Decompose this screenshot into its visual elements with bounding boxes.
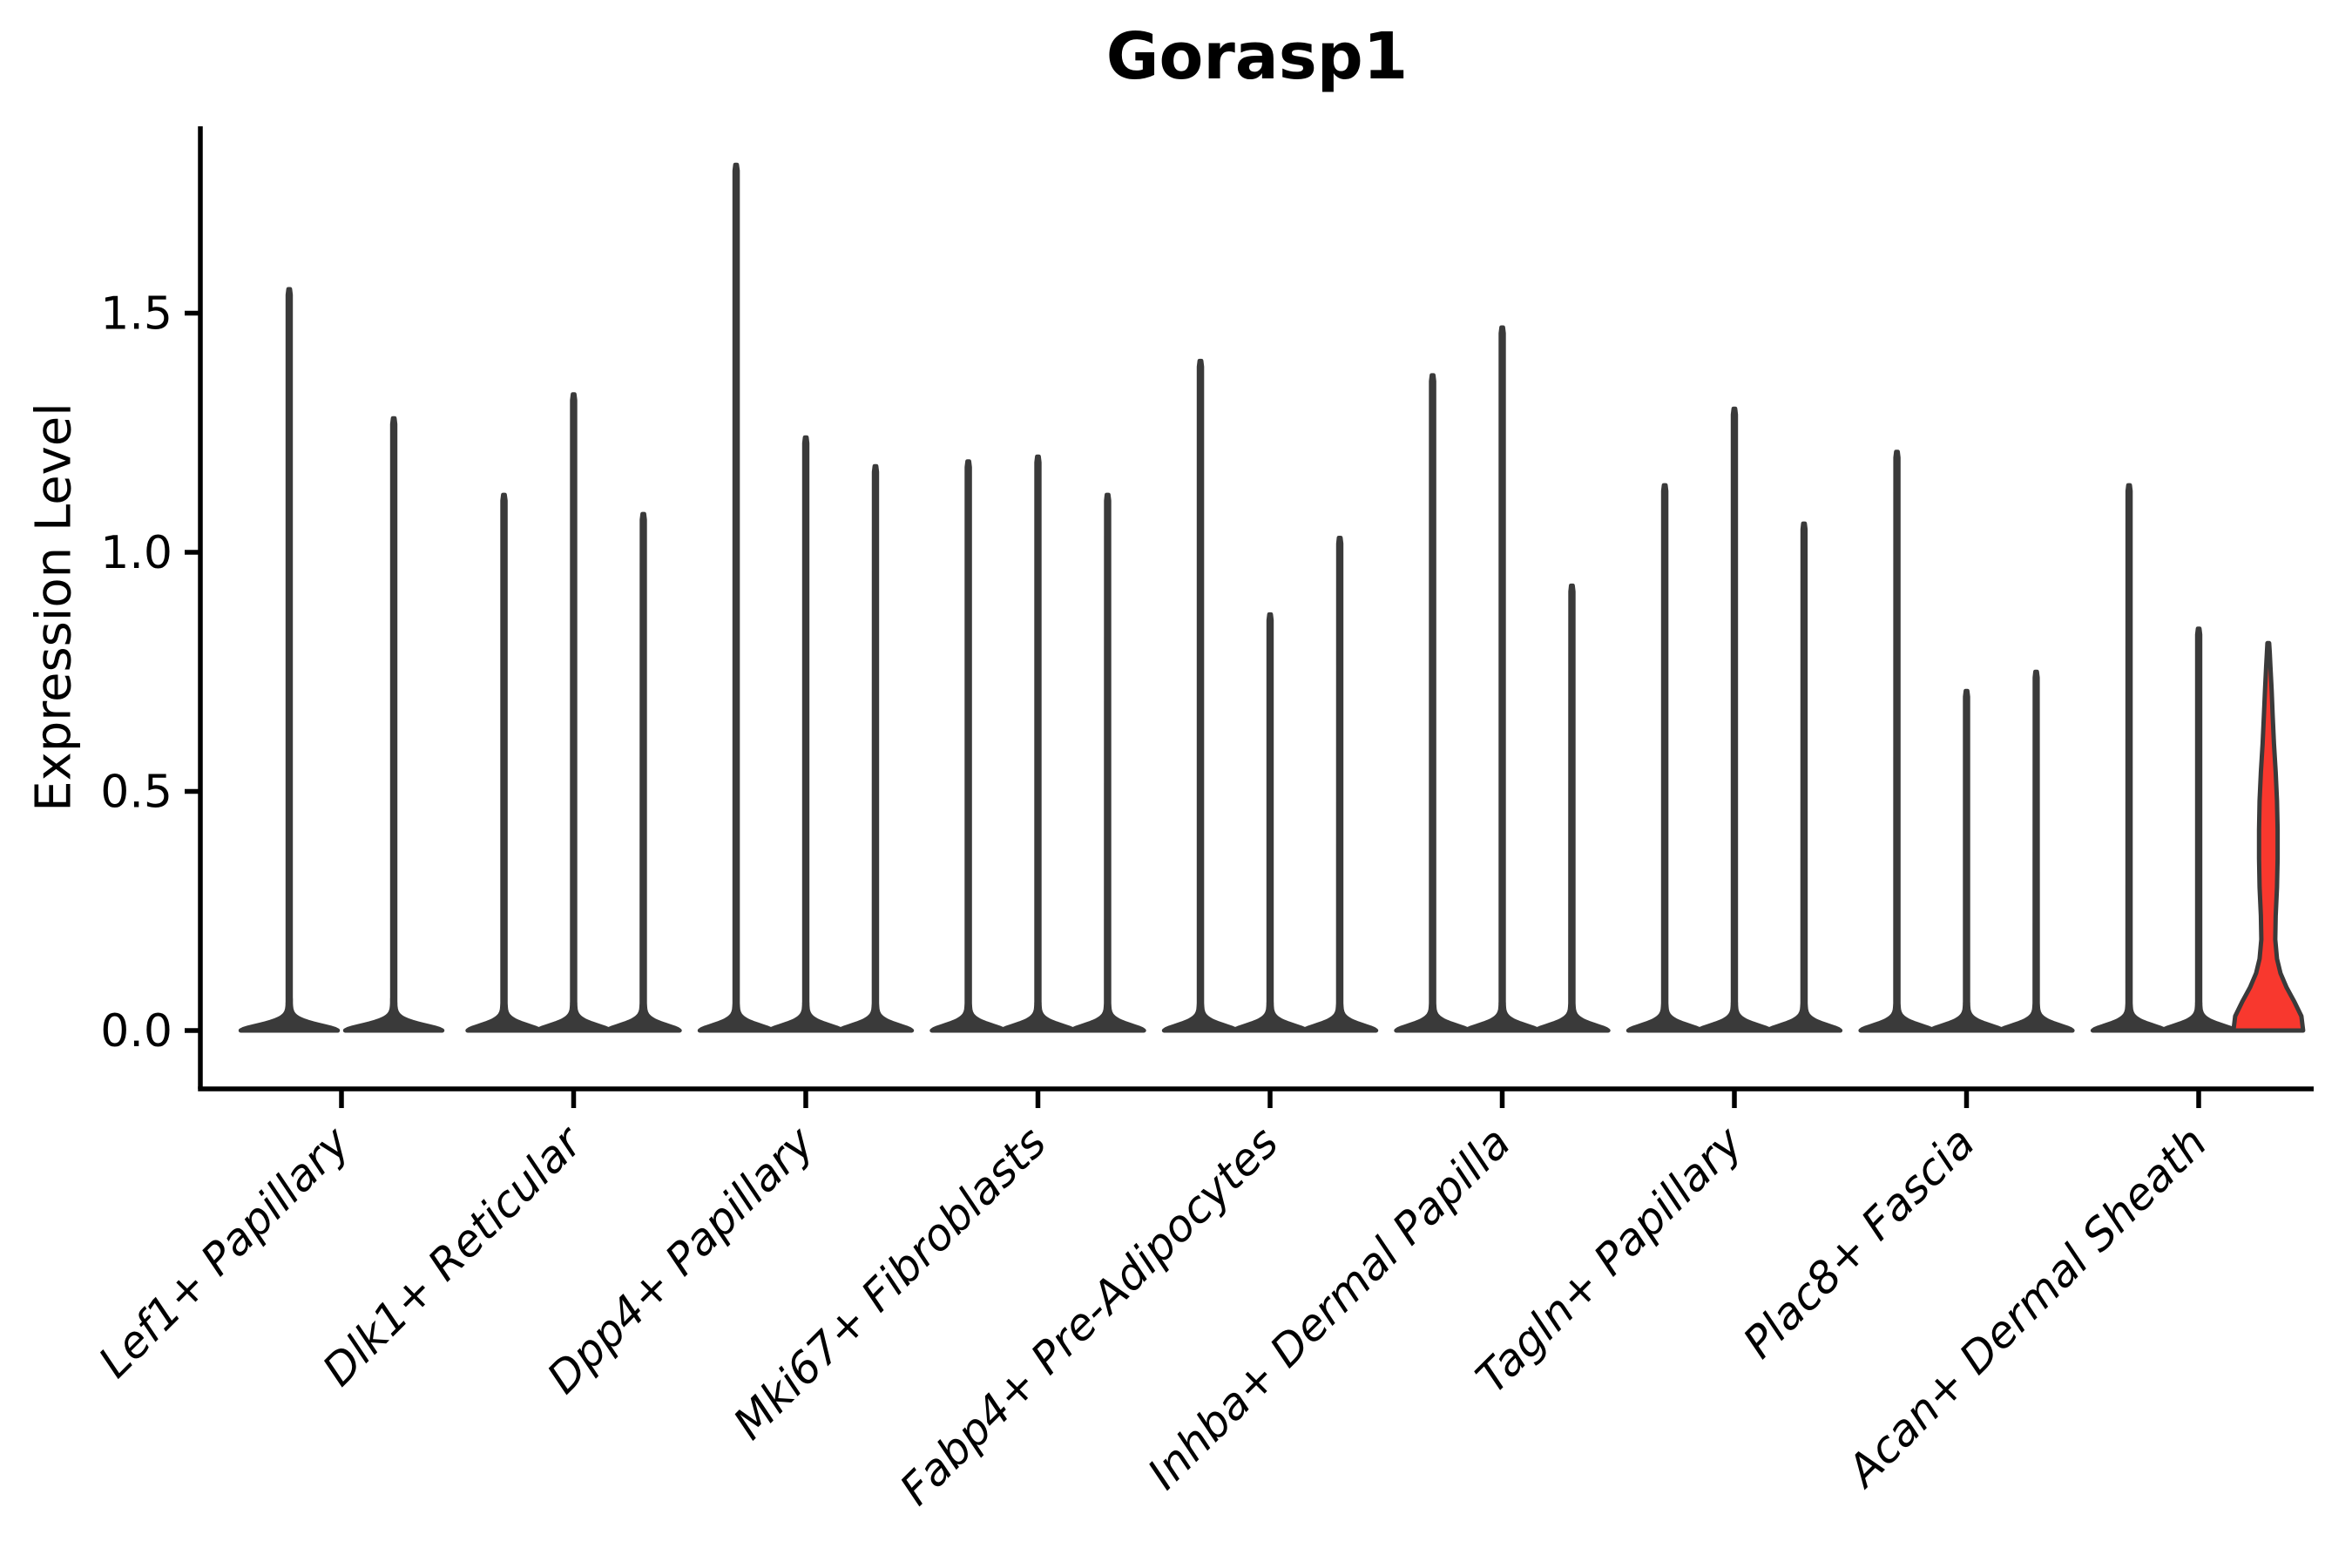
violin [465, 492, 543, 1033]
violin [2090, 483, 2168, 1033]
violin [999, 454, 1077, 1033]
x-category-label: Fabp4+ Pre-Adipocytes [890, 1117, 1288, 1515]
y-tick-label: 0.0 [100, 1005, 172, 1058]
violin [1463, 325, 1541, 1033]
violin [238, 287, 341, 1033]
violin [697, 162, 775, 1033]
violin [2159, 626, 2238, 1033]
x-category-label: Plac8+ Fascia [1734, 1117, 1984, 1368]
violin [1765, 521, 1843, 1033]
y-tick-label: 1.5 [100, 288, 172, 341]
violin [929, 459, 1007, 1033]
violin [535, 392, 612, 1033]
violin [342, 416, 445, 1033]
jitter-point [2195, 750, 2202, 757]
violin [1695, 406, 1774, 1033]
y-tick-label: 1.0 [100, 527, 172, 579]
jitter-point [2195, 883, 2202, 890]
y-tick-label: 0.5 [100, 767, 172, 819]
jitter-point [2126, 616, 2132, 623]
violin [1533, 583, 1611, 1033]
violin [1928, 688, 2005, 1033]
violin [1625, 483, 1704, 1033]
violin [1161, 358, 1240, 1033]
jitter-point [2126, 845, 2132, 852]
violin [1231, 612, 1309, 1033]
jitter-point [2195, 869, 2202, 876]
violin [1301, 536, 1379, 1033]
violin [1997, 669, 2075, 1033]
jitter-point [2126, 764, 2132, 771]
violin [1858, 449, 1936, 1033]
x-category-label: Lef1+ Papillary [89, 1116, 360, 1387]
violin [605, 511, 682, 1033]
violin [836, 463, 915, 1033]
violin [767, 435, 845, 1033]
chart-title: Gorasp1 [1105, 19, 1409, 94]
violin [1394, 373, 1471, 1033]
violin [1069, 492, 1146, 1033]
violin-highlighted [2231, 640, 2306, 1033]
